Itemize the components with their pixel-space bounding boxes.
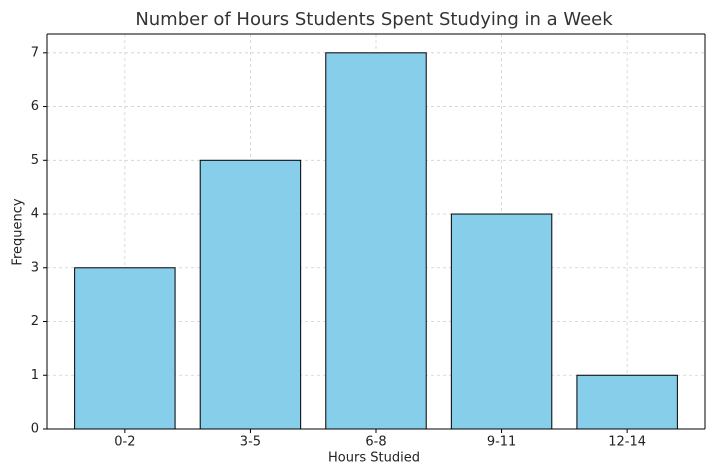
- y-axis-label: Frequency: [11, 198, 26, 265]
- y-tick-label: 5: [31, 153, 39, 168]
- x-tick-label: 3-5: [240, 435, 261, 450]
- y-tick-label: 4: [31, 207, 39, 222]
- bar: [325, 52, 427, 430]
- x-tick-label: 9-11: [487, 435, 517, 450]
- y-tick-label: 6: [31, 99, 39, 114]
- bar: [576, 374, 678, 430]
- y-tick-label: 1: [31, 368, 39, 383]
- x-tick-label: 12-14: [608, 435, 646, 450]
- x-tick-label: 6-8: [365, 435, 386, 450]
- bar: [450, 213, 553, 430]
- x-tick-label: 0-2: [114, 435, 135, 450]
- y-tick-label: 7: [31, 45, 39, 60]
- y-tick-label: 2: [31, 314, 39, 329]
- bar: [199, 159, 302, 430]
- y-tick-label: 3: [31, 260, 39, 275]
- y-tick-label: 0: [31, 422, 39, 437]
- bar: [74, 267, 176, 430]
- chart-title: Number of Hours Students Spent Studying …: [135, 9, 613, 30]
- x-axis-label: Hours Studied: [328, 451, 420, 466]
